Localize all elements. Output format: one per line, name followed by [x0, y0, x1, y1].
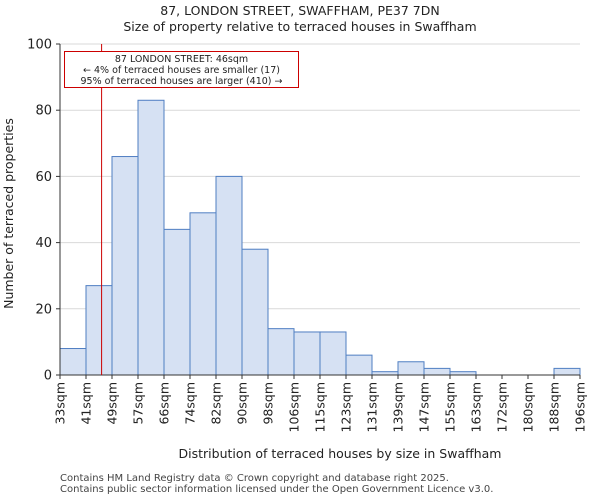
- x-tick-label: 74sqm: [183, 382, 198, 425]
- histogram-bar: [163, 228, 191, 376]
- x-tick-label: 57sqm: [131, 382, 146, 425]
- histogram-bar: [189, 212, 217, 376]
- y-tick-label: 0: [44, 369, 52, 384]
- histogram-bar: [319, 331, 347, 376]
- histogram-bar: [293, 331, 321, 376]
- y-tick-label: 100: [27, 38, 52, 53]
- histogram-bar: [267, 328, 295, 376]
- y-tick-label: 40: [35, 236, 52, 251]
- x-tick-label: 131sqm: [365, 382, 380, 432]
- x-tick-label: 123sqm: [339, 382, 354, 432]
- x-tick-label: 196sqm: [573, 382, 588, 432]
- x-tick-label: 172sqm: [495, 382, 510, 432]
- y-tick-label: 20: [35, 302, 52, 317]
- histogram-bar: [85, 285, 113, 376]
- histogram-bar: [215, 175, 243, 376]
- annotation-smaller-share: ← 4% of terraced houses are smaller (17): [83, 65, 280, 76]
- x-tick-label: 82sqm: [209, 382, 224, 425]
- x-tick-label: 155sqm: [443, 382, 458, 432]
- histogram-bar: [137, 99, 165, 376]
- property-annotation-box: 87 LONDON STREET: 46sqm ← 4% of terraced…: [64, 51, 299, 88]
- x-tick-label: 106sqm: [287, 382, 302, 432]
- histogram-bar: [397, 361, 425, 376]
- histogram-bar: [423, 367, 451, 376]
- x-axis-label: Distribution of terraced houses by size …: [179, 446, 502, 461]
- histogram-bar: [553, 367, 581, 376]
- histogram-bar: [111, 156, 139, 376]
- x-tick-label: 33sqm: [53, 382, 68, 425]
- footer-licence: Contains public sector information licen…: [60, 484, 494, 495]
- y-tick-label: 80: [35, 104, 52, 119]
- x-tick-label: 90sqm: [235, 382, 250, 425]
- x-tick-label: 139sqm: [391, 382, 406, 432]
- footer-copyright: Contains HM Land Registry data © Crown c…: [60, 473, 449, 484]
- x-tick-label: 98sqm: [261, 382, 276, 425]
- annotation-property-size: 87 LONDON STREET: 46sqm: [114, 54, 249, 65]
- x-tick-label: 188sqm: [547, 382, 562, 432]
- x-tick-label: 49sqm: [105, 382, 120, 425]
- histogram-bar: [59, 348, 87, 376]
- x-tick-label: 163sqm: [469, 382, 484, 432]
- x-tick-label: 180sqm: [521, 382, 536, 432]
- chart-subtitle: Size of property relative to terraced ho…: [123, 19, 477, 34]
- x-tick-label: 66sqm: [157, 382, 172, 425]
- chart-title: 87, LONDON STREET, SWAFFHAM, PE37 7DN: [160, 3, 440, 18]
- x-tick-label: 41sqm: [79, 382, 94, 425]
- annotation-larger-share: 95% of terraced houses are larger (410) …: [80, 76, 283, 87]
- y-axis-label: Number of terraced properties: [1, 118, 16, 309]
- histogram-bar: [345, 354, 373, 376]
- y-tick-label: 60: [35, 170, 52, 185]
- histogram-bar: [241, 248, 269, 376]
- x-tick-label: 147sqm: [417, 382, 432, 432]
- x-tick-label: 115sqm: [313, 382, 328, 432]
